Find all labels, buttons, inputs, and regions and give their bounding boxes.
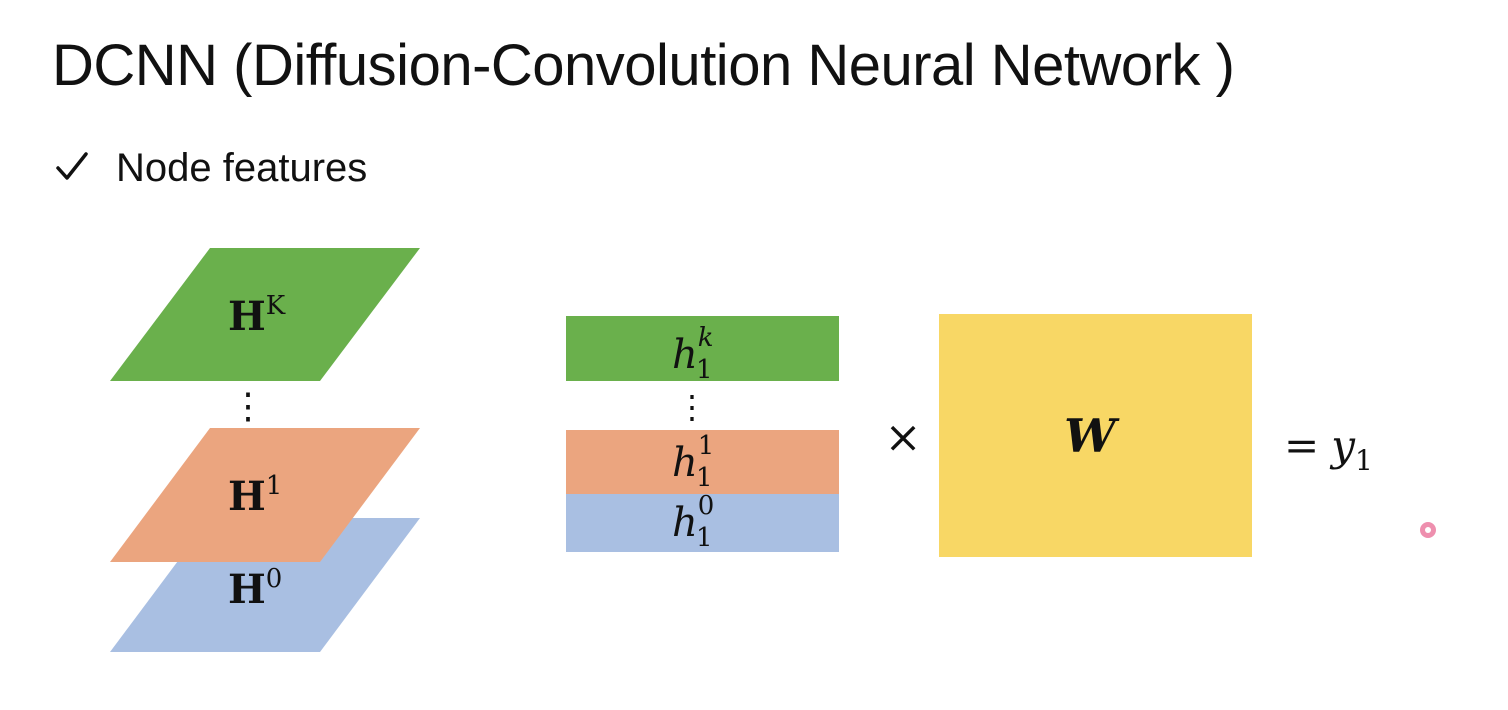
layer-h1-plane (110, 428, 420, 562)
layer-h1-label: H1 (228, 471, 282, 520)
row-h10-bar (566, 494, 839, 552)
row-h1k-bar (566, 316, 839, 381)
layer-hk-plane (110, 248, 420, 381)
row-h10-label: h0 1 (672, 491, 714, 553)
times-sign: × (885, 412, 922, 463)
slide-title: DCNN (Diffusion-Convolution Neural Netwo… (52, 33, 1235, 98)
bullet-text: Node features (116, 146, 368, 190)
layer-hk-label: HK (228, 291, 286, 340)
layer-ellipsis: ⋮ (230, 386, 266, 427)
row-h11-label: h1 1 (672, 431, 714, 493)
weight-matrix-label: W (1064, 409, 1120, 463)
equals-result: = y1 (1284, 421, 1373, 477)
row-h11-bar (566, 430, 839, 495)
layer-h0-label: H0 (228, 564, 282, 613)
weight-matrix-box (939, 314, 1252, 557)
row-ellipsis: ⋮ (676, 388, 708, 426)
row-h1k-label: hk 1 (672, 323, 714, 385)
check-icon (56, 152, 88, 180)
bullet-node-features: Node features (52, 140, 367, 196)
pointer-dot (1420, 522, 1436, 538)
